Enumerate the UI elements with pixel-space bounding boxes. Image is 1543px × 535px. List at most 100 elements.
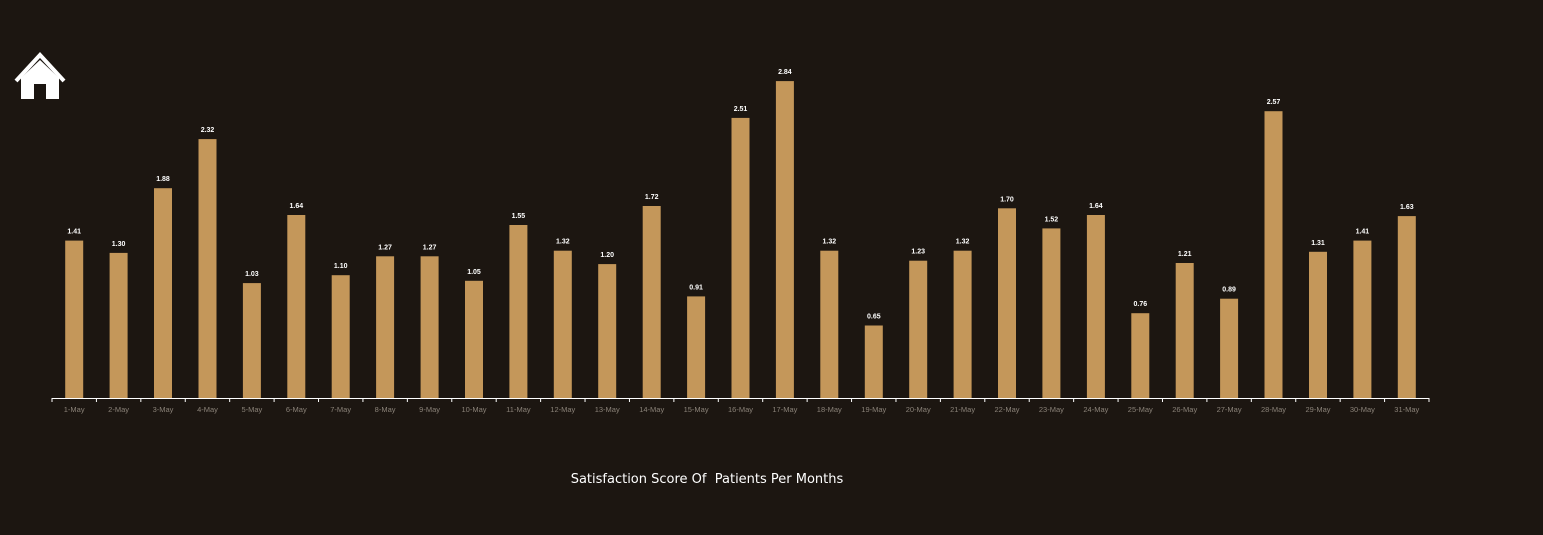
x-tick-label: 10-May — [461, 405, 486, 414]
x-tick-label: 26-May — [1172, 405, 1197, 414]
bar — [420, 256, 439, 398]
bar — [109, 252, 128, 398]
x-tick-label: 1-May — [64, 405, 85, 414]
home-button[interactable] — [13, 52, 67, 100]
x-tick-label: 12-May — [550, 405, 575, 414]
data-label: 2.51 — [734, 106, 748, 113]
x-tick-label: 16-May — [728, 405, 753, 414]
x-tick-label: 3-May — [153, 405, 174, 414]
x-tick-label: 8-May — [375, 405, 396, 414]
x-tick-label: 27-May — [1217, 405, 1242, 414]
x-tick-label: 19-May — [861, 405, 886, 414]
x-tick-label: 25-May — [1128, 405, 1153, 414]
data-label: 1.63 — [1400, 204, 1414, 211]
tick-labels-group: 1.41 1-May 1.30 2-May 1.88 3-May 2.32 4-May 1.03… — [64, 69, 1420, 414]
bar — [465, 280, 483, 398]
x-tick-label: 24-May — [1083, 405, 1108, 414]
bar — [1042, 228, 1061, 398]
bar — [909, 260, 928, 398]
bar — [864, 325, 883, 398]
data-label: 1.27 — [423, 244, 437, 251]
data-label: 1.32 — [956, 239, 970, 246]
bar — [65, 240, 84, 398]
bar — [198, 139, 217, 398]
data-label: 1.41 — [1356, 229, 1370, 236]
bar — [154, 188, 172, 398]
data-label: 1.20 — [600, 252, 614, 259]
bar — [1086, 215, 1105, 398]
data-label: 2.57 — [1267, 99, 1281, 106]
x-tick-label: 15-May — [684, 405, 709, 414]
x-tick-label: 5-May — [241, 405, 262, 414]
chart-title: Satisfaction Score Of Patients Per Month… — [570, 472, 844, 487]
x-tick-label: 18-May — [817, 405, 842, 414]
data-label: 1.10 — [334, 263, 348, 270]
bar — [1309, 251, 1327, 398]
x-tick-label: 13-May — [595, 405, 620, 414]
data-label: 1.88 — [156, 176, 170, 183]
bar — [1220, 298, 1239, 398]
bar — [642, 206, 661, 398]
x-axis-ticks — [51, 398, 1430, 402]
x-tick-label: 2-May — [108, 405, 129, 414]
x-tick-label: 14-May — [639, 405, 664, 414]
bar — [376, 256, 395, 398]
x-tick-label: 28-May — [1261, 405, 1286, 414]
data-label: 1.30 — [112, 241, 126, 248]
bar — [1131, 313, 1150, 398]
x-tick-label: 23-May — [1039, 405, 1064, 414]
x-tick-label: 29-May — [1305, 405, 1330, 414]
x-tick-label: 4-May — [197, 405, 218, 414]
bar — [1353, 240, 1372, 398]
home-icon — [14, 52, 66, 99]
bar — [731, 117, 750, 399]
x-tick-label: 11-May — [506, 405, 531, 414]
data-label: 1.05 — [467, 269, 481, 276]
x-tick-label: 30-May — [1350, 405, 1375, 414]
data-label: 1.41 — [67, 229, 81, 236]
bar — [242, 283, 261, 398]
bar — [953, 250, 972, 398]
bar — [287, 215, 306, 398]
x-tick-label: 21-May — [950, 405, 975, 414]
bar — [331, 275, 350, 398]
data-label: 1.55 — [512, 213, 526, 220]
data-label: 1.32 — [822, 239, 836, 246]
bar — [998, 208, 1016, 398]
bars-group — [65, 81, 1416, 399]
bar — [1264, 111, 1283, 398]
data-label: 1.03 — [245, 271, 259, 278]
x-tick-label: 17-May — [772, 405, 797, 414]
x-tick-label: 22-May — [994, 405, 1019, 414]
data-label: 0.89 — [1222, 287, 1236, 294]
data-label: 1.70 — [1000, 196, 1014, 203]
data-label: 1.23 — [911, 249, 925, 256]
bar — [687, 296, 706, 398]
data-label: 1.21 — [1178, 251, 1192, 258]
x-tick-label: 7-May — [330, 405, 351, 414]
x-tick-label: 6-May — [286, 405, 307, 414]
x-tick-label: 31-May — [1394, 405, 1419, 414]
data-label: 1.31 — [1311, 240, 1325, 247]
data-label: 0.76 — [1133, 301, 1147, 308]
data-label: 2.84 — [778, 69, 792, 76]
data-label: 1.32 — [556, 239, 570, 246]
data-label: 0.91 — [689, 284, 703, 291]
bar — [1175, 263, 1194, 398]
bar — [820, 250, 839, 398]
x-tick-label: 20-May — [906, 405, 931, 414]
data-label: 1.64 — [1089, 203, 1103, 210]
bar — [598, 264, 617, 398]
data-label: 1.64 — [289, 203, 303, 210]
bar — [509, 225, 528, 398]
bar — [553, 250, 572, 398]
bar — [1397, 216, 1416, 398]
x-tick-label: 9-May — [419, 405, 440, 414]
data-label: 1.52 — [1045, 216, 1059, 223]
data-label: 0.65 — [867, 314, 881, 321]
data-label: 2.32 — [201, 127, 215, 134]
bar — [775, 81, 794, 398]
data-label: 1.27 — [378, 244, 392, 251]
data-label: 1.72 — [645, 194, 659, 201]
